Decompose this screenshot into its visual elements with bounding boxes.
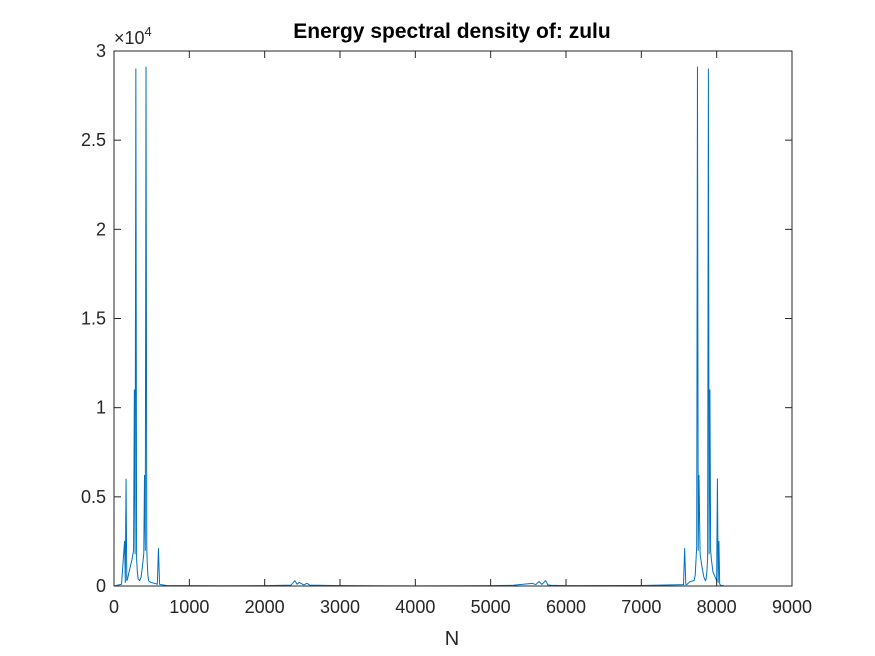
- x-tick-label: 0: [109, 597, 119, 617]
- y-tick-label: 2.5: [81, 130, 106, 150]
- y-tick-label: 1.5: [81, 309, 106, 329]
- x-tick-label: 9000: [772, 597, 812, 617]
- y-tick-label: 2: [96, 219, 106, 239]
- x-axis-label: N: [445, 628, 459, 650]
- x-tick-label: 1000: [169, 597, 209, 617]
- y-tick-label: 0.5: [81, 487, 106, 507]
- y-tick-label: 0: [96, 576, 106, 596]
- y-tick-label: 3: [96, 41, 106, 61]
- y-exponent-base: ×10: [114, 28, 145, 48]
- x-tick-label: 6000: [546, 597, 586, 617]
- y-tick-label: 1: [96, 398, 106, 418]
- x-tick-label: 8000: [697, 597, 737, 617]
- x-tick-label: 7000: [621, 597, 661, 617]
- y-exponent-label: ×104: [114, 24, 152, 48]
- x-tick-label: 5000: [471, 597, 511, 617]
- x-tick-label: 4000: [395, 597, 435, 617]
- x-tick-label: 2000: [245, 597, 285, 617]
- y-exponent-power: 4: [145, 24, 152, 39]
- chart-title: Energy spectral density of: zulu: [293, 20, 610, 43]
- x-tick-label: 3000: [320, 597, 360, 617]
